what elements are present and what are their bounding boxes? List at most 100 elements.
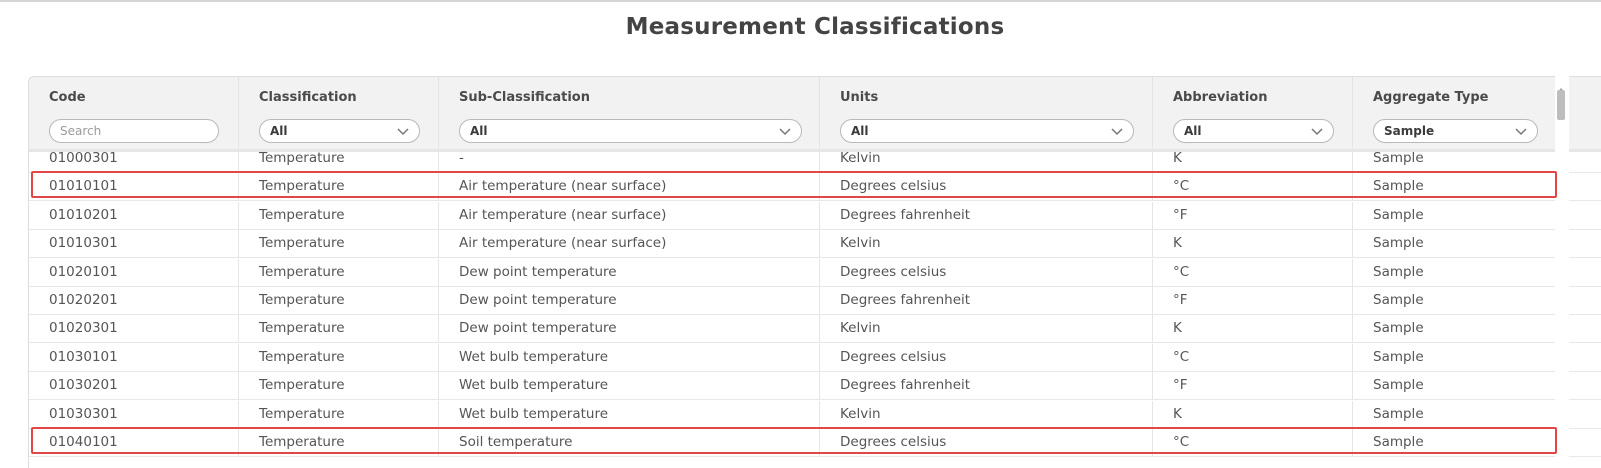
table-row[interactable]: 01010201 Temperature Air temperature (near… (29, 201, 1601, 230)
cell-aggregate-type: Sample (1373, 377, 1424, 394)
table-row[interactable]: 01020101 Temperature Dew point temperature… (29, 258, 1601, 287)
cell-aggregate-type: Sample (1373, 235, 1424, 252)
aggregate-type-filter-select[interactable]: Sample (1373, 119, 1538, 143)
cell-sub-classification: Dew point temperature (439, 287, 820, 315)
table-row[interactable]: 01010101 Temperature Air temperature (near… (29, 173, 1601, 202)
table-row[interactable]: 01030101 Temperature Wet bulb temperature D… (29, 343, 1601, 372)
cell-aggregate-type: Sample (1373, 320, 1424, 337)
table-row[interactable]: 01040101 Temperature Soil temperature Degre… (29, 429, 1601, 457)
chevron-down-icon (778, 124, 792, 138)
cell-code: 01000301 (29, 145, 239, 173)
cell-classification: Temperature (239, 201, 439, 230)
cell-sub-classification: Air temperature (near surface) (439, 230, 820, 259)
cell-units: Degrees fahrenheit (820, 287, 1153, 315)
cell-sub-classification: - (439, 145, 820, 173)
column-label-aggregate-type: Aggregate Type (1373, 90, 1489, 105)
cell-code: 01040101 (29, 429, 239, 457)
code-search-input[interactable]: Search (49, 119, 219, 143)
cell-abbreviation: °C (1153, 173, 1353, 202)
table-row[interactable]: 01020201 Temperature Dew point temperature… (29, 287, 1601, 315)
cell-abbreviation: °C (1153, 343, 1353, 372)
top-border (0, 0, 1601, 2)
chevron-down-icon (396, 124, 410, 138)
cell-sub-classification: Dew point temperature (439, 315, 820, 344)
vertical-scrollbar[interactable] (1555, 76, 1569, 468)
cell-code: 01020301 (29, 315, 239, 344)
cell-abbreviation: K (1153, 145, 1353, 173)
cell-sub-classification: Wet bulb temperature (439, 400, 820, 429)
cell-abbreviation: °F (1153, 287, 1353, 315)
cell-aggregate-type: Sample (1373, 178, 1424, 195)
page-title: Measurement Classifications (625, 14, 1005, 40)
cell-units: Kelvin (820, 230, 1153, 259)
cell-classification: Temperature (239, 173, 439, 202)
column-header-sub-classification: Sub-Classification All (439, 77, 820, 149)
cell-units: Kelvin (820, 315, 1153, 344)
table-row[interactable]: 01020301 Temperature Dew point temperature… (29, 315, 1601, 344)
cell-abbreviation: K (1153, 315, 1353, 344)
cell-classification: Temperature (239, 372, 439, 401)
column-header-abbreviation: Abbreviation All (1153, 77, 1353, 149)
cell-units: Degrees celsius (820, 173, 1153, 202)
cell-aggregate-type: Sample (1373, 292, 1424, 308)
cell-code: 01030201 (29, 372, 239, 401)
cell-units: Degrees fahrenheit (820, 201, 1153, 230)
table-row[interactable]: 01030301 Temperature Wet bulb temperature K… (29, 400, 1601, 429)
chevron-down-icon (1110, 124, 1124, 138)
cell-classification: Temperature (239, 315, 439, 344)
cell-code: 01030101 (29, 343, 239, 372)
sub-classification-filter-value: All (470, 124, 488, 138)
classification-filter-value: All (270, 124, 288, 138)
scrollbar-thumb[interactable] (1557, 90, 1565, 120)
cell-code: 01020201 (29, 287, 239, 315)
table-row[interactable]: 01010301 Temperature Air temperature (near… (29, 230, 1601, 259)
cell-aggregate-type: Sample (1373, 434, 1424, 450)
column-header-code: Code Search (29, 77, 239, 149)
cell-classification: Temperature (239, 429, 439, 457)
chevron-down-icon (1310, 124, 1324, 138)
column-header-classification: Classification All (239, 77, 439, 149)
cell-sub-classification: Dew point temperature (439, 258, 820, 287)
column-header-units: Units All (820, 77, 1153, 149)
cell-sub-classification: Air temperature (near surface) (439, 201, 820, 230)
cell-classification: Temperature (239, 145, 439, 173)
cell-aggregate-type: Sample (1373, 348, 1424, 365)
column-label-abbreviation: Abbreviation (1173, 90, 1268, 105)
column-label-code: Code (49, 90, 86, 105)
column-header-aggregate-type: Aggregate Type Sample (1353, 77, 1601, 149)
cell-units: Kelvin (820, 400, 1153, 429)
cell-aggregate-type: Sample (1373, 206, 1424, 223)
cell-sub-classification: Wet bulb temperature (439, 343, 820, 372)
cell-classification: Temperature (239, 258, 439, 287)
cell-aggregate-type: Sample (1373, 150, 1424, 166)
abbreviation-filter-value: All (1184, 124, 1202, 138)
cell-code: 01010101 (29, 173, 239, 202)
table-row[interactable]: 01030201 Temperature Wet bulb temperature D… (29, 372, 1601, 401)
cell-code: 01020101 (29, 258, 239, 287)
cell-units: Degrees celsius (820, 258, 1153, 287)
cell-classification: Temperature (239, 343, 439, 372)
cell-sub-classification: Air temperature (near surface) (439, 173, 820, 202)
cell-sub-classification: Soil temperature (439, 429, 820, 457)
cell-units: Degrees celsius (820, 429, 1153, 457)
cell-units: Kelvin (820, 145, 1153, 173)
cell-aggregate-type: Sample (1373, 263, 1424, 280)
column-label-sub-classification: Sub-Classification (459, 90, 590, 105)
classification-filter-select[interactable]: All (259, 119, 420, 143)
classifications-table: Code Search Classification All Sub-Class… (28, 76, 1601, 468)
units-filter-select[interactable]: All (840, 119, 1134, 143)
scroll-up-arrow-icon[interactable] (1557, 78, 1565, 93)
abbreviation-filter-select[interactable]: All (1173, 119, 1334, 143)
sub-classification-filter-select[interactable]: All (459, 119, 802, 143)
cell-sub-classification: Wet bulb temperature (439, 372, 820, 401)
units-filter-value: All (851, 124, 869, 138)
cell-abbreviation: K (1153, 400, 1353, 429)
chevron-down-icon (1514, 124, 1528, 138)
cell-abbreviation: °F (1153, 201, 1353, 230)
table-header: Code Search Classification All Sub-Class… (29, 77, 1601, 152)
column-label-units: Units (840, 90, 879, 105)
table-row[interactable]: 01000301 Temperature - Kelvin K Sample (29, 145, 1601, 173)
cell-classification: Temperature (239, 230, 439, 259)
cell-abbreviation: °C (1153, 258, 1353, 287)
cell-abbreviation: °F (1153, 372, 1353, 401)
